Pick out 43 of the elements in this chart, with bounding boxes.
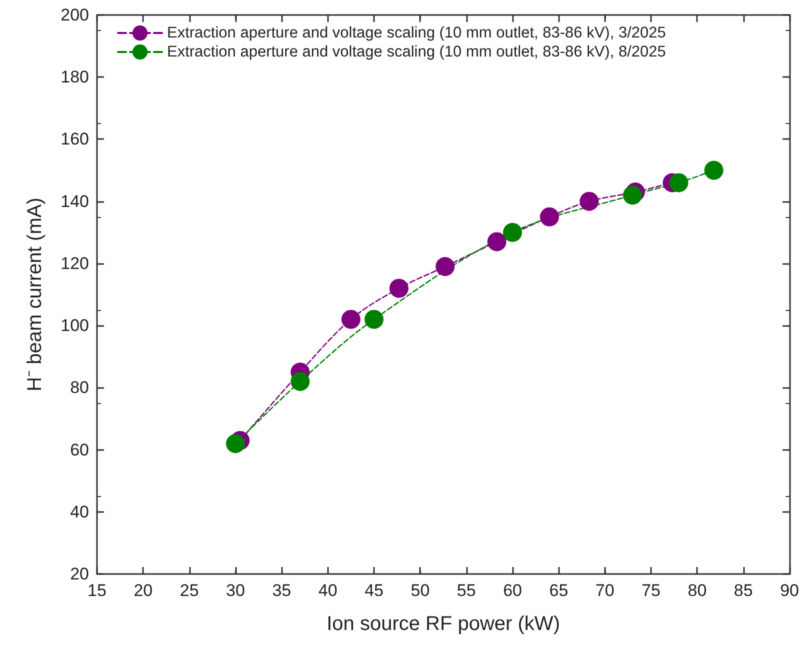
point [226,434,246,454]
legend-label: Extraction aperture and voltage scaling (10 mm outlet, 83-86 kV), 8/2025 [167,44,666,60]
x-tick-label: 30 [226,581,245,600]
y-tick-label: 160 [60,130,89,149]
y-tick-label: 60 [70,440,89,460]
x-tick-label: 40 [318,581,338,600]
y-tick-label: 140 [60,192,89,211]
y-tick-label: 100 [60,316,89,336]
point [389,278,408,298]
y-axis-title: H⁻ beam current (mA) [24,198,46,392]
point [487,232,506,252]
x-tick-label: 35 [272,581,292,600]
x-tick-label: 75 [642,581,660,600]
point [436,257,455,276]
x-tick-label: 85 [734,581,753,600]
x-tick-label: 55 [456,581,476,600]
legend-label: Extraction aperture and voltage scaling (10 mm outlet, 83-86 kV), 3/2025 [167,24,666,42]
y-tick-label: 40 [70,502,89,522]
x-axis-title: Ion source RF power (kW) [326,613,560,635]
point [341,310,360,329]
x-tick-label: 50 [410,581,430,600]
point [364,310,384,329]
x-tick-label: 80 [688,581,707,600]
x-tick-label: 65 [549,581,568,600]
x-tick-label: 20 [134,581,153,600]
point [503,222,522,242]
y-tick-label: 80 [70,378,89,398]
x-tick-label: 15 [88,581,106,600]
point [290,372,310,391]
y-tick-label: 200 [60,6,89,24]
x-tick-label: 45 [364,581,384,600]
x-tick-label: 90 [780,581,800,600]
point [623,186,642,205]
y-tick-label: 20 [70,564,89,584]
x-tick-label: 70 [595,581,614,600]
point [540,207,559,226]
x-tick-label: 25 [180,581,199,600]
point [669,173,688,192]
point [580,192,599,211]
y-tick-label: 120 [60,254,89,273]
x-tick-label: 60 [503,581,522,600]
y-tick-label: 180 [60,68,89,87]
point [704,160,724,180]
